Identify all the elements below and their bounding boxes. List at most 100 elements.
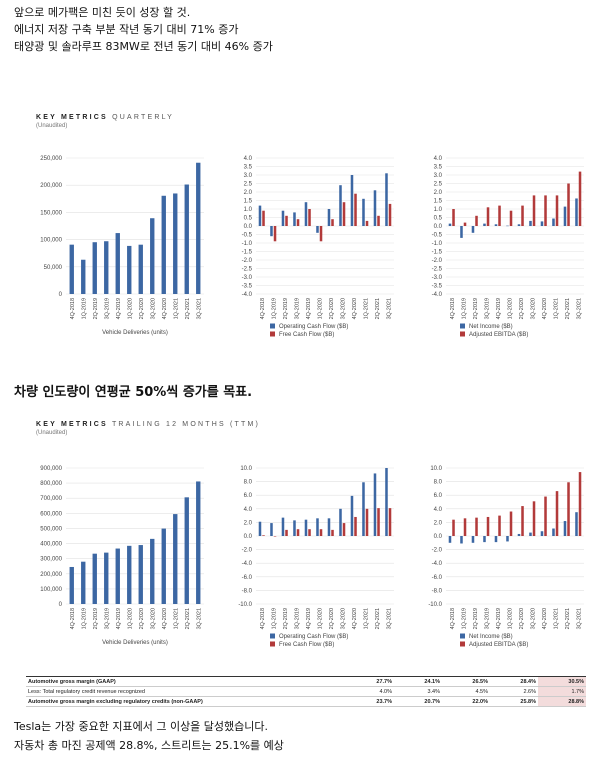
y-tick-label: 2.0 (434, 190, 443, 196)
bar-series2-4Q-2018 (452, 209, 455, 226)
bar-series2-4Q-2020 (354, 516, 357, 536)
y-tick-label: 2.0 (244, 520, 253, 526)
bar-series2-4Q-2019 (308, 529, 311, 536)
bar-series1-2Q-2020 (327, 518, 331, 536)
outro-line-1: Tesla는 가장 중요한 지표에서 그 이상을 달성했습니다. (14, 720, 269, 733)
y-tick-label: 0.5 (434, 216, 443, 222)
y-tick-label: 150,000 (40, 210, 62, 216)
quarterly-deliveries-chart: 0 50,000 100,000 150,000 200,000 250,000 4Q-20… (40, 156, 204, 336)
cell-value: 24.1% (394, 676, 442, 687)
bar-deliveries-3Q-2021 (196, 481, 201, 604)
bar-series1-4Q-2018 (448, 536, 452, 543)
y-tick-label: 8.0 (434, 480, 443, 486)
bar-series1-1Q-2019 (460, 536, 463, 544)
bar-series2-3Q-2019 (296, 529, 300, 536)
bar-series2-4Q-2020 (544, 496, 547, 536)
y-tick-label: -2.0 (432, 258, 443, 264)
gross-margin-table: Automotive gross margin (GAAP) 27.7% 24.… (26, 676, 586, 707)
bar-series1-1Q-2019 (460, 226, 463, 238)
y-tick-label: 50,000 (44, 265, 63, 271)
bar-series2-2Q-2021 (567, 183, 570, 226)
legend-swatch (460, 323, 465, 329)
x-tick-label: 4Q-2020 (352, 608, 358, 629)
bar-series2-3Q-2019 (486, 516, 490, 536)
legend-entry: Net Income ($B) (469, 324, 513, 330)
y-tick-label: -0.5 (242, 233, 253, 239)
x-tick-label: 1Q-2019 (271, 298, 277, 319)
x-tick-label: 3Q-2019 (294, 298, 300, 319)
bar-deliveries-3Q-2020 (150, 538, 155, 604)
bar-series2-4Q-2020 (544, 195, 547, 226)
cell-value: 2.6% (490, 686, 538, 697)
table-row: Automotive gross margin (GAAP) 27.7% 24.… (26, 676, 586, 687)
x-tick-label: 3Q-2021 (386, 608, 392, 629)
cell-value: 4.0% (346, 686, 394, 697)
bar-series1-4Q-2018 (258, 521, 262, 536)
y-tick-label: 3.5 (244, 165, 253, 171)
y-tick-label: 3.0 (434, 173, 443, 179)
bar-series1-4Q-2019 (304, 202, 308, 226)
x-tick-label: 3Q-2020 (150, 298, 156, 319)
bar-deliveries-3Q-2020 (150, 218, 155, 294)
legend-entry: Adjusted EBITDA ($B) (469, 642, 528, 648)
y-tick-label: -4.0 (242, 292, 253, 298)
section1-title: KEY METRICS QUARTERLY (36, 114, 175, 121)
legend-entry: Adjusted EBITDA ($B) (469, 332, 528, 338)
bar-series1-2Q-2019 (471, 536, 475, 543)
legend-swatch (270, 641, 275, 647)
bar-series1-3Q-2021 (575, 198, 578, 226)
bar-series1-2Q-2020 (517, 533, 521, 536)
x-tick-label: 2Q-2019 (473, 608, 479, 629)
x-tick-label: 2Q-2020 (329, 608, 335, 629)
bar-series1-4Q-2020 (350, 495, 354, 536)
bar-series2-3Q-2021 (578, 171, 582, 226)
intro-line-3: 태양광 및 솔라루프 83MW로 전년 동기 대비 46% 증가 (14, 40, 273, 53)
bar-series2-4Q-2019 (498, 205, 501, 226)
x-tick-label: 1Q-2020 (507, 608, 513, 629)
bar-series1-3Q-2020 (529, 220, 532, 226)
bar-series1-4Q-2019 (494, 536, 498, 543)
bar-series2-1Q-2021 (555, 491, 559, 536)
bar-deliveries-2Q-2021 (184, 497, 189, 604)
bar-series1-3Q-2021 (575, 512, 578, 536)
bar-deliveries-1Q-2019 (81, 259, 86, 294)
bar-series2-1Q-2020 (509, 511, 513, 536)
bar-series1-2Q-2019 (471, 226, 475, 233)
y-tick-label: 700,000 (40, 496, 62, 502)
y-tick-label: 1.5 (434, 199, 443, 205)
x-tick-label: 4Q-2020 (162, 298, 168, 319)
y-tick-label: 6.0 (434, 493, 443, 499)
bar-series1-3Q-2019 (293, 212, 296, 226)
x-tick-label: 2Q-2019 (473, 298, 479, 319)
y-tick-label: -6.0 (432, 575, 443, 581)
y-tick-label: 300,000 (40, 557, 62, 563)
y-tick-label: 200,000 (40, 572, 62, 578)
ttm-deliveries-chart: 0 100,000 200,000 300,000 400,000 500,000 600,… (40, 466, 204, 646)
bar-series1-3Q-2021 (385, 173, 388, 226)
bar-series2-1Q-2019 (273, 226, 277, 242)
y-tick-label: 1.5 (244, 199, 253, 205)
bar-series1-2Q-2019 (281, 517, 285, 536)
x-tick-label: 1Q-2019 (271, 608, 277, 629)
y-tick-label: -2.0 (242, 548, 253, 554)
x-tick-label: 4Q-2019 (116, 608, 122, 629)
x-tick-label: 3Q-2020 (530, 298, 536, 319)
bar-series2-4Q-2019 (498, 515, 501, 536)
x-tick-label: 2Q-2020 (519, 608, 525, 629)
growth-heading: 차량 인도량이 연평균 50%씩 증가를 목표. (14, 385, 253, 400)
y-tick-label: 2.0 (434, 520, 443, 526)
x-tick-label: 2Q-2021 (185, 298, 191, 319)
x-tick-label: 3Q-2020 (340, 608, 346, 629)
x-tick-label: 1Q-2021 (553, 298, 559, 319)
x-tick-label: 1Q-2019 (461, 608, 467, 629)
bar-deliveries-2Q-2020 (138, 244, 143, 294)
bar-series1-2Q-2021 (563, 521, 567, 536)
y-tick-label: 3.5 (434, 165, 443, 171)
bar-series1-4Q-2018 (258, 205, 262, 226)
x-tick-label: 2Q-2020 (139, 298, 145, 319)
legend-swatch (270, 331, 275, 337)
x-axis-label: Vehicle Deliveries (units) (102, 330, 168, 336)
bar-series1-2Q-2021 (373, 190, 377, 226)
bar-series2-2Q-2020 (521, 506, 524, 536)
cell-value: 3.4% (394, 686, 442, 697)
